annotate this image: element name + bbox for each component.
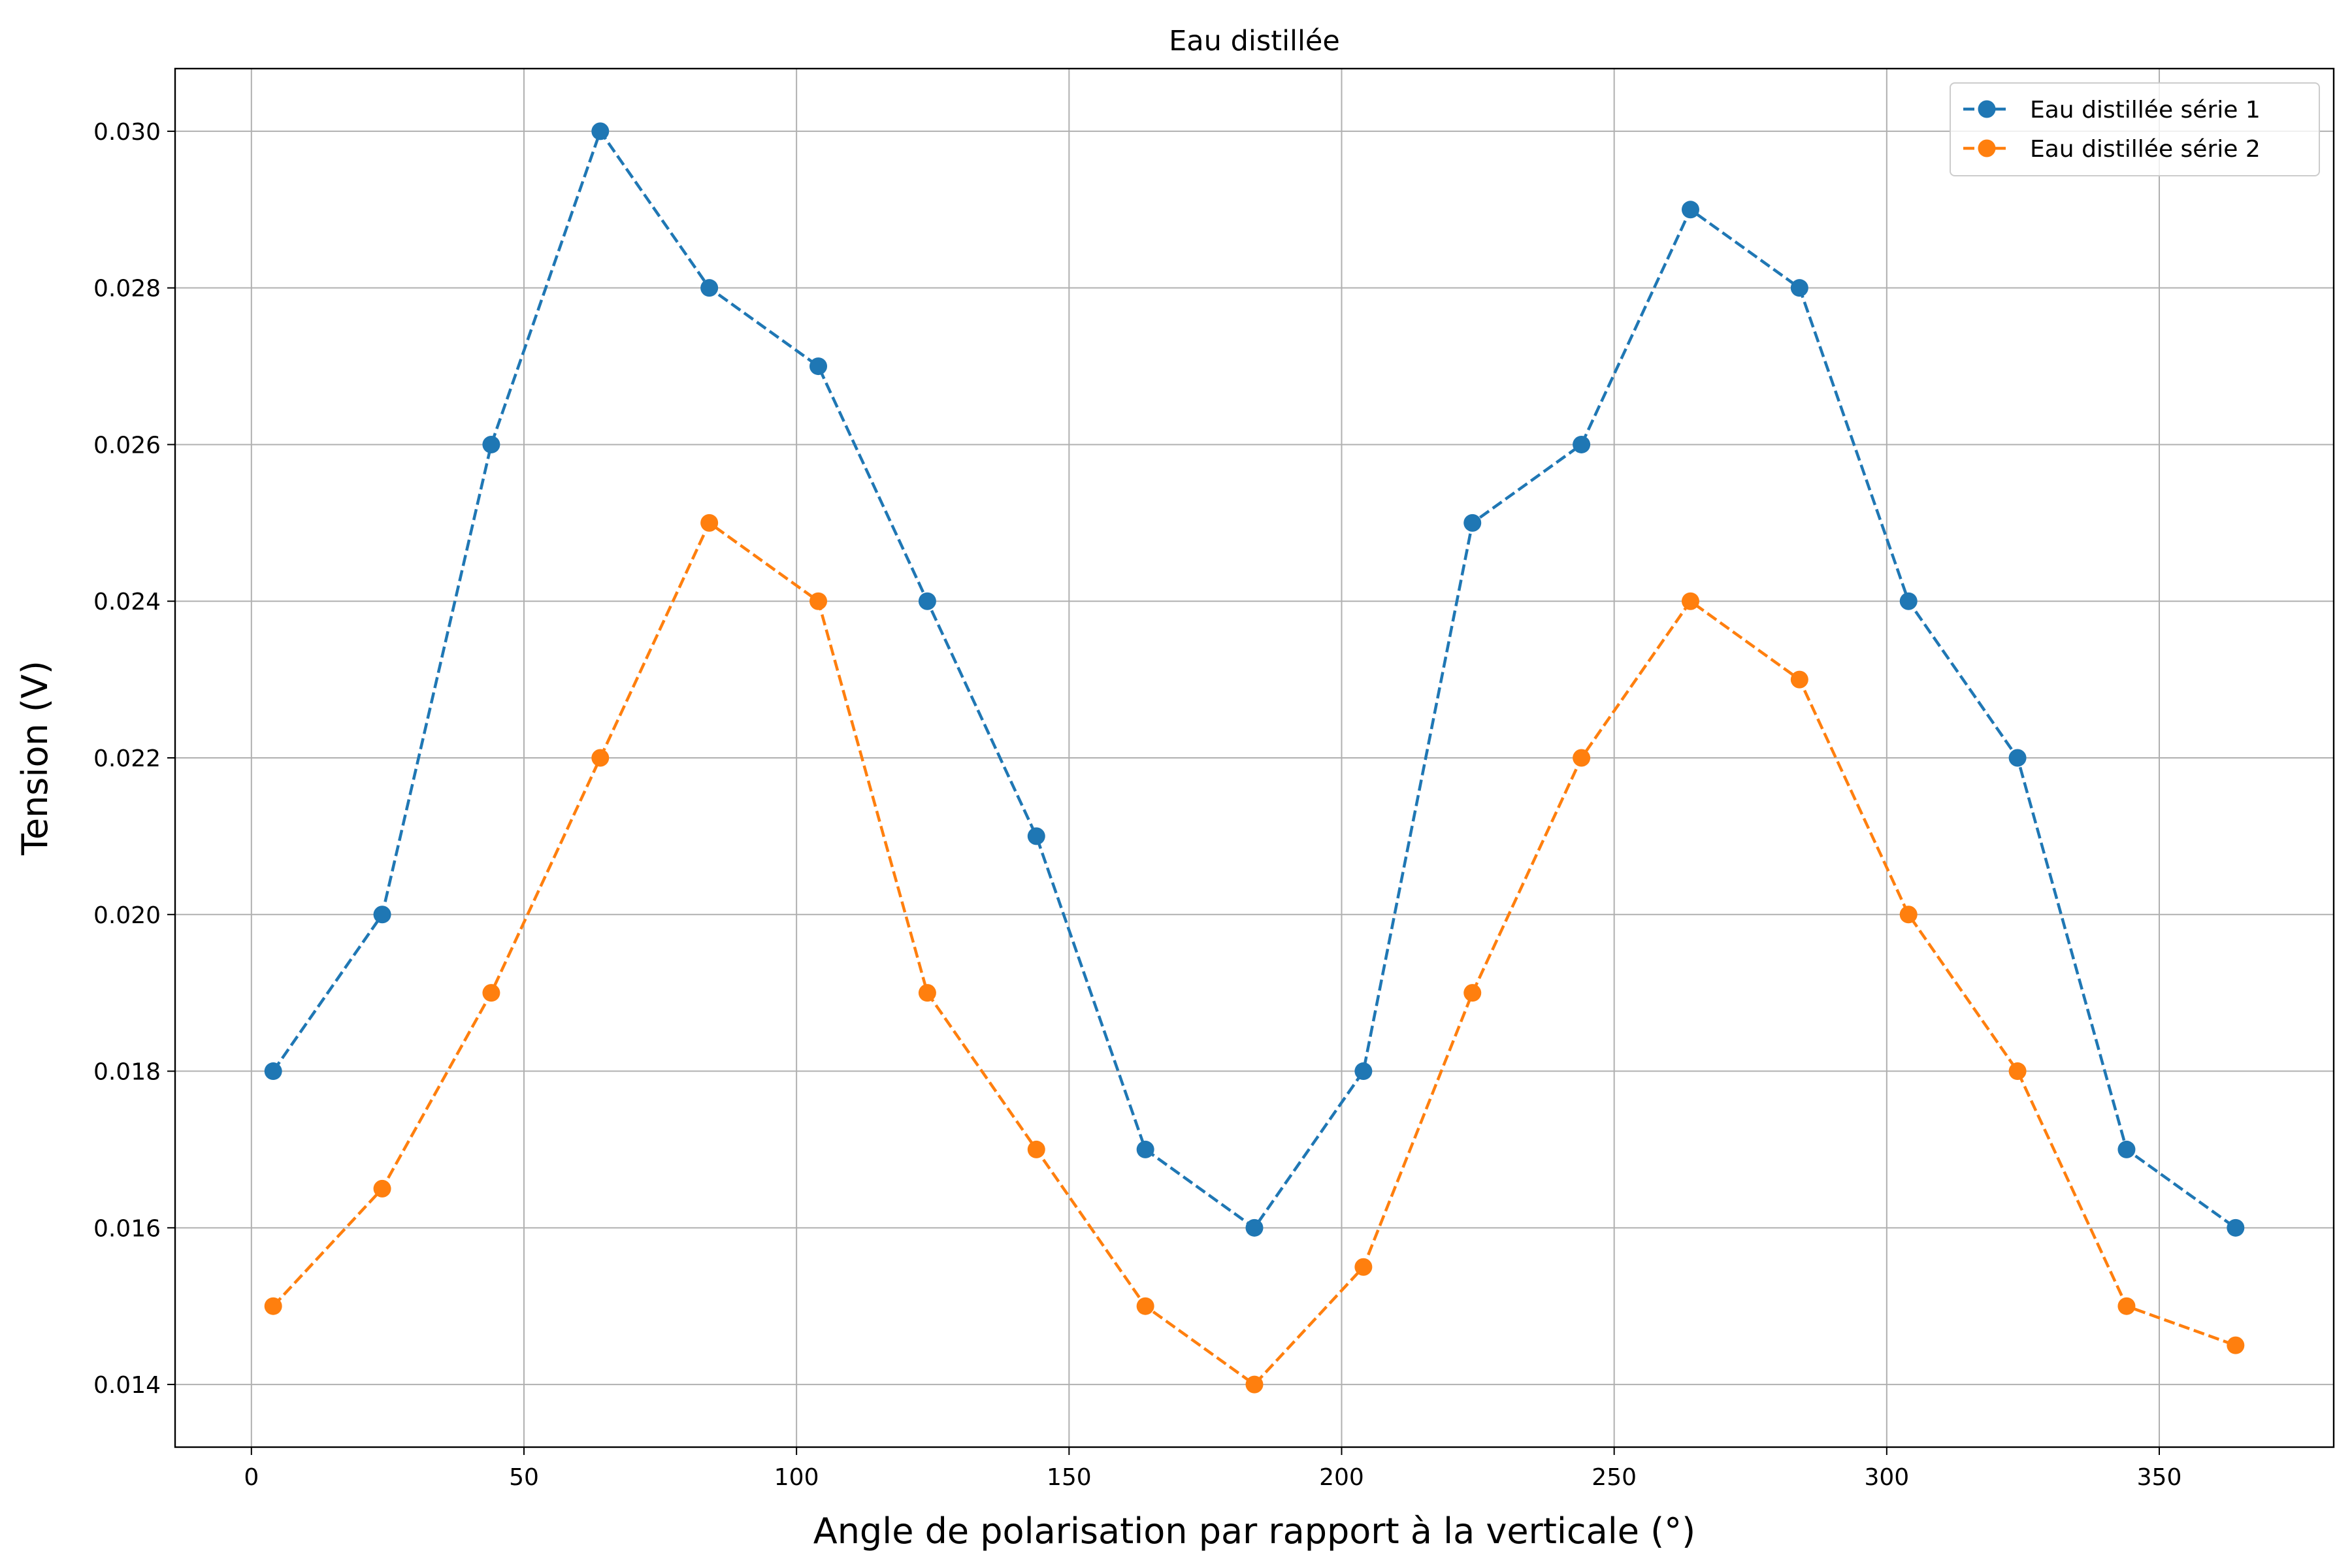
y-tick-label: 0.020	[93, 902, 161, 929]
y-tick-label: 0.024	[93, 589, 161, 615]
x-tick-label: 150	[1047, 1464, 1092, 1491]
series-2-point	[591, 749, 610, 767]
y-tick-label: 0.026	[93, 432, 161, 459]
series-1-point	[482, 435, 500, 453]
series-1-point	[373, 906, 391, 924]
series-1-point	[1790, 279, 1808, 297]
series-layer	[264, 122, 2245, 1394]
ticks: 0 50 100 150 200 250 300 350 0.014 0.016 0.018 0.02…	[93, 119, 2181, 1491]
y-tick-label: 0.022	[93, 745, 161, 772]
series-2-point	[1790, 670, 1808, 689]
series-2-point	[1354, 1258, 1373, 1276]
series-2-point	[1899, 906, 1918, 924]
legend-box	[1950, 82, 2320, 176]
series-1-point	[809, 357, 828, 376]
series-2	[264, 514, 2245, 1394]
legend-item-2: Eau distillée série 2	[1963, 136, 2261, 163]
series-1-point	[591, 122, 610, 140]
series-2-point	[1027, 1140, 1045, 1158]
legend-label: Eau distillée série 1	[2030, 97, 2261, 123]
series-2-point	[918, 984, 936, 1002]
series-1-point	[918, 592, 936, 610]
series-1-point	[264, 1062, 282, 1081]
legend-item-1: Eau distillée série 1	[1963, 97, 2261, 123]
y-axis-label: Tension (V)	[14, 661, 56, 856]
series-2-point	[1681, 592, 1699, 610]
y-tick-label: 0.014	[93, 1372, 161, 1399]
series-1-point	[1136, 1140, 1154, 1158]
grid	[175, 69, 2334, 1447]
x-tick-label: 50	[509, 1464, 539, 1491]
y-tick-label: 0.016	[93, 1215, 161, 1242]
series-2-point	[1136, 1297, 1154, 1315]
series-2-point	[264, 1297, 282, 1315]
series-2-point	[1245, 1375, 1264, 1394]
x-tick-label: 250	[1592, 1464, 1637, 1491]
series-2-point	[1463, 984, 1482, 1002]
x-tick-label: 0	[244, 1464, 259, 1491]
legend-swatch-marker	[1978, 139, 1996, 157]
legend: Eau distillée série 1 Eau distillée série…	[1950, 82, 2320, 176]
x-tick-label: 350	[2137, 1464, 2182, 1491]
series-1-point	[2008, 749, 2027, 767]
y-tick-label: 0.018	[93, 1059, 161, 1086]
series-1	[264, 122, 2245, 1237]
series-2-point	[2117, 1297, 2136, 1315]
series-1-point	[700, 279, 719, 297]
y-tick-label: 0.028	[93, 276, 161, 302]
series-1-point	[1027, 827, 1045, 845]
series-2-point	[700, 514, 719, 532]
series-2-point	[482, 984, 500, 1002]
series-2-point	[373, 1179, 391, 1198]
series-1-point	[1463, 514, 1482, 532]
series-1-point	[1899, 592, 1918, 610]
series-2-point	[2008, 1062, 2027, 1081]
y-tick-label: 0.030	[93, 119, 161, 146]
series-1-point	[2227, 1218, 2245, 1237]
chart-title: Eau distillée	[1169, 25, 1340, 57]
x-axis-label: Angle de polarisation par rapport à la v…	[813, 1511, 1695, 1552]
series-2-point	[809, 592, 828, 610]
legend-swatch-marker	[1978, 100, 1996, 118]
series-1-point	[1681, 201, 1699, 219]
x-tick-label: 100	[774, 1464, 819, 1491]
series-1-point	[1354, 1062, 1373, 1081]
x-tick-label: 200	[1319, 1464, 1364, 1491]
series-2-point	[1573, 749, 1591, 767]
series-2-point	[2227, 1336, 2245, 1354]
series-1-point	[1245, 1218, 1264, 1237]
series-1-point	[2117, 1140, 2136, 1158]
x-tick-label: 300	[1864, 1464, 1909, 1491]
series-1-point	[1573, 435, 1591, 453]
legend-label: Eau distillée série 2	[2030, 136, 2261, 163]
